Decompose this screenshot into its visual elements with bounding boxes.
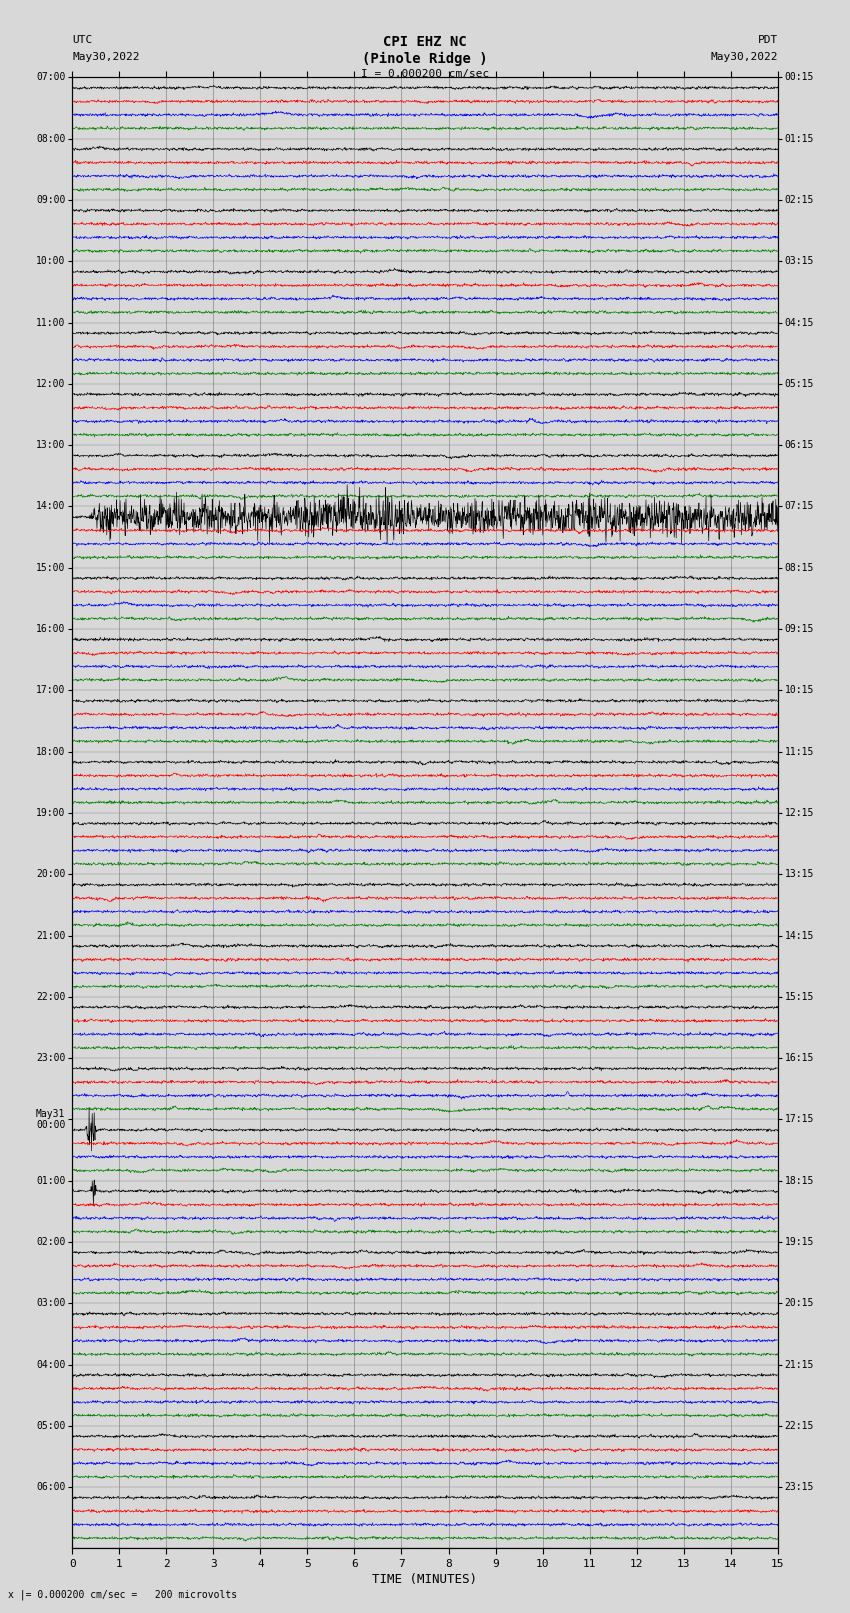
Text: May30,2022: May30,2022 [72,52,139,61]
Text: (Pinole Ridge ): (Pinole Ridge ) [362,52,488,66]
X-axis label: TIME (MINUTES): TIME (MINUTES) [372,1573,478,1586]
Text: PDT: PDT [757,35,778,45]
Text: CPI EHZ NC: CPI EHZ NC [383,35,467,50]
Text: I = 0.000200 cm/sec: I = 0.000200 cm/sec [361,69,489,79]
Text: x |= 0.000200 cm/sec =   200 microvolts: x |= 0.000200 cm/sec = 200 microvolts [8,1589,238,1600]
Text: UTC: UTC [72,35,93,45]
Text: May30,2022: May30,2022 [711,52,778,61]
